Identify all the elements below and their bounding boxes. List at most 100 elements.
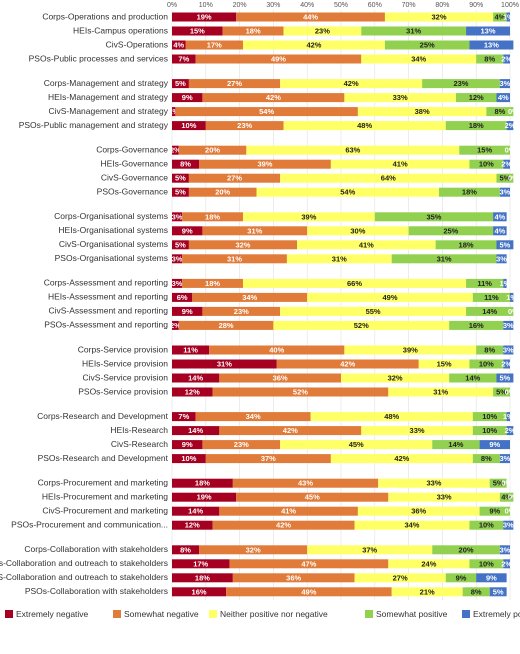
category-label: HEIs-Assessment and reporting — [48, 292, 168, 302]
bar-segment — [493, 387, 510, 397]
value-label: 9% — [182, 226, 193, 235]
value-label: 3% — [500, 188, 511, 197]
bar-segment — [199, 545, 308, 555]
value-label: 5% — [175, 240, 186, 249]
category-label: Corps-Management and strategy — [44, 78, 169, 88]
legend-label: Neither positive nor negative — [220, 609, 328, 619]
value-label: 18% — [205, 279, 220, 288]
value-label: 10% — [482, 412, 497, 421]
bar-segment — [469, 159, 504, 169]
value-label: 39% — [301, 212, 316, 221]
bar-segment — [506, 12, 510, 22]
bar-segment — [242, 40, 385, 50]
value-label: 34% — [246, 412, 261, 421]
value-label: 9% — [489, 507, 500, 516]
value-label: 48% — [357, 121, 372, 130]
bar-segment — [307, 292, 473, 302]
value-label: 8% — [494, 107, 505, 116]
bar-segment — [297, 240, 436, 250]
bar-segment — [219, 506, 358, 516]
bar-segment — [479, 506, 510, 516]
value-label: 34% — [404, 521, 419, 530]
value-label: 41% — [393, 160, 408, 169]
bar-segment — [445, 121, 507, 131]
value-label: 40% — [269, 345, 284, 354]
bar-segment — [466, 278, 504, 288]
category-label: HEIs-Procurement and marketing — [42, 491, 168, 501]
bar-segment — [192, 292, 308, 302]
bar-segment — [188, 187, 257, 197]
value-label: 2% — [170, 321, 181, 330]
bar-segment — [344, 345, 477, 355]
value-label: 8% — [484, 345, 495, 354]
bar-segment — [341, 373, 450, 383]
value-label: 10% — [479, 160, 494, 169]
category-label: CivS-Procurement and marketing — [42, 505, 168, 515]
bar-segment — [361, 54, 477, 64]
value-label: 48% — [384, 412, 399, 421]
bar-segment — [283, 121, 446, 131]
bar-segment — [172, 93, 203, 103]
category-label: HEIs-Campus operations — [73, 25, 168, 35]
bar-segment — [172, 54, 196, 64]
bar-segment — [195, 54, 362, 64]
value-label: 20% — [459, 545, 474, 554]
bar-segment — [361, 426, 473, 436]
bar-segment — [449, 320, 504, 330]
bar-segment — [432, 545, 500, 555]
bar-segment — [361, 26, 467, 36]
value-label: 36% — [273, 373, 288, 382]
bar-segment — [499, 79, 510, 89]
value-label: 9% — [486, 573, 497, 582]
bar-segment — [172, 26, 223, 36]
value-label: 39% — [257, 160, 272, 169]
value-label: 41% — [359, 240, 374, 249]
bar-segment — [280, 440, 433, 450]
value-label: 31% — [217, 359, 232, 368]
bar-segment — [408, 226, 494, 236]
value-label: 1% — [168, 107, 179, 116]
value-label: 1% — [506, 293, 517, 302]
bar-segment — [172, 587, 227, 597]
value-label: 42% — [306, 40, 321, 49]
value-label: 43% — [298, 479, 313, 488]
value-label: 9% — [456, 573, 467, 582]
bar-segment — [472, 292, 510, 302]
bar-segment — [199, 159, 331, 169]
value-label: 37% — [261, 454, 276, 463]
value-label: 52% — [354, 321, 369, 330]
x-tick-label: 50% — [334, 2, 348, 9]
bar-segment — [172, 292, 193, 302]
bar-segment — [307, 545, 433, 555]
legend-swatch — [365, 610, 373, 618]
bar-segment — [466, 26, 510, 36]
category-label: Corps-Collaboration with stakeholders — [24, 544, 168, 554]
value-label: 2% — [505, 426, 516, 435]
value-label: 18% — [205, 212, 220, 221]
value-label: 5% — [496, 387, 507, 396]
value-label: 14% — [448, 440, 463, 449]
value-label: 12% — [185, 387, 200, 396]
value-label: 10% — [479, 359, 494, 368]
value-label: 14% — [188, 373, 203, 382]
bar-segment — [476, 54, 504, 64]
bar-segment — [449, 373, 497, 383]
value-label: 33% — [393, 93, 408, 102]
value-label: 36% — [411, 507, 426, 516]
bar-segment — [489, 478, 507, 488]
bar-segment — [182, 254, 287, 264]
bar-segment — [172, 278, 183, 288]
bar-segment — [445, 573, 477, 583]
legend-label: Somewhat negative — [124, 609, 199, 619]
bar-segment — [384, 40, 470, 50]
value-label: 32% — [246, 545, 261, 554]
value-label: 55% — [366, 307, 381, 316]
bar-segment — [503, 320, 514, 330]
value-label: 3% — [503, 521, 514, 530]
category-label: PSOs-Public processes and services — [29, 53, 168, 63]
bar-segment — [503, 520, 514, 530]
bar-segment — [469, 520, 504, 530]
bar-segment — [307, 226, 409, 236]
value-label: 4% — [494, 226, 505, 235]
value-label: 14% — [482, 307, 497, 316]
